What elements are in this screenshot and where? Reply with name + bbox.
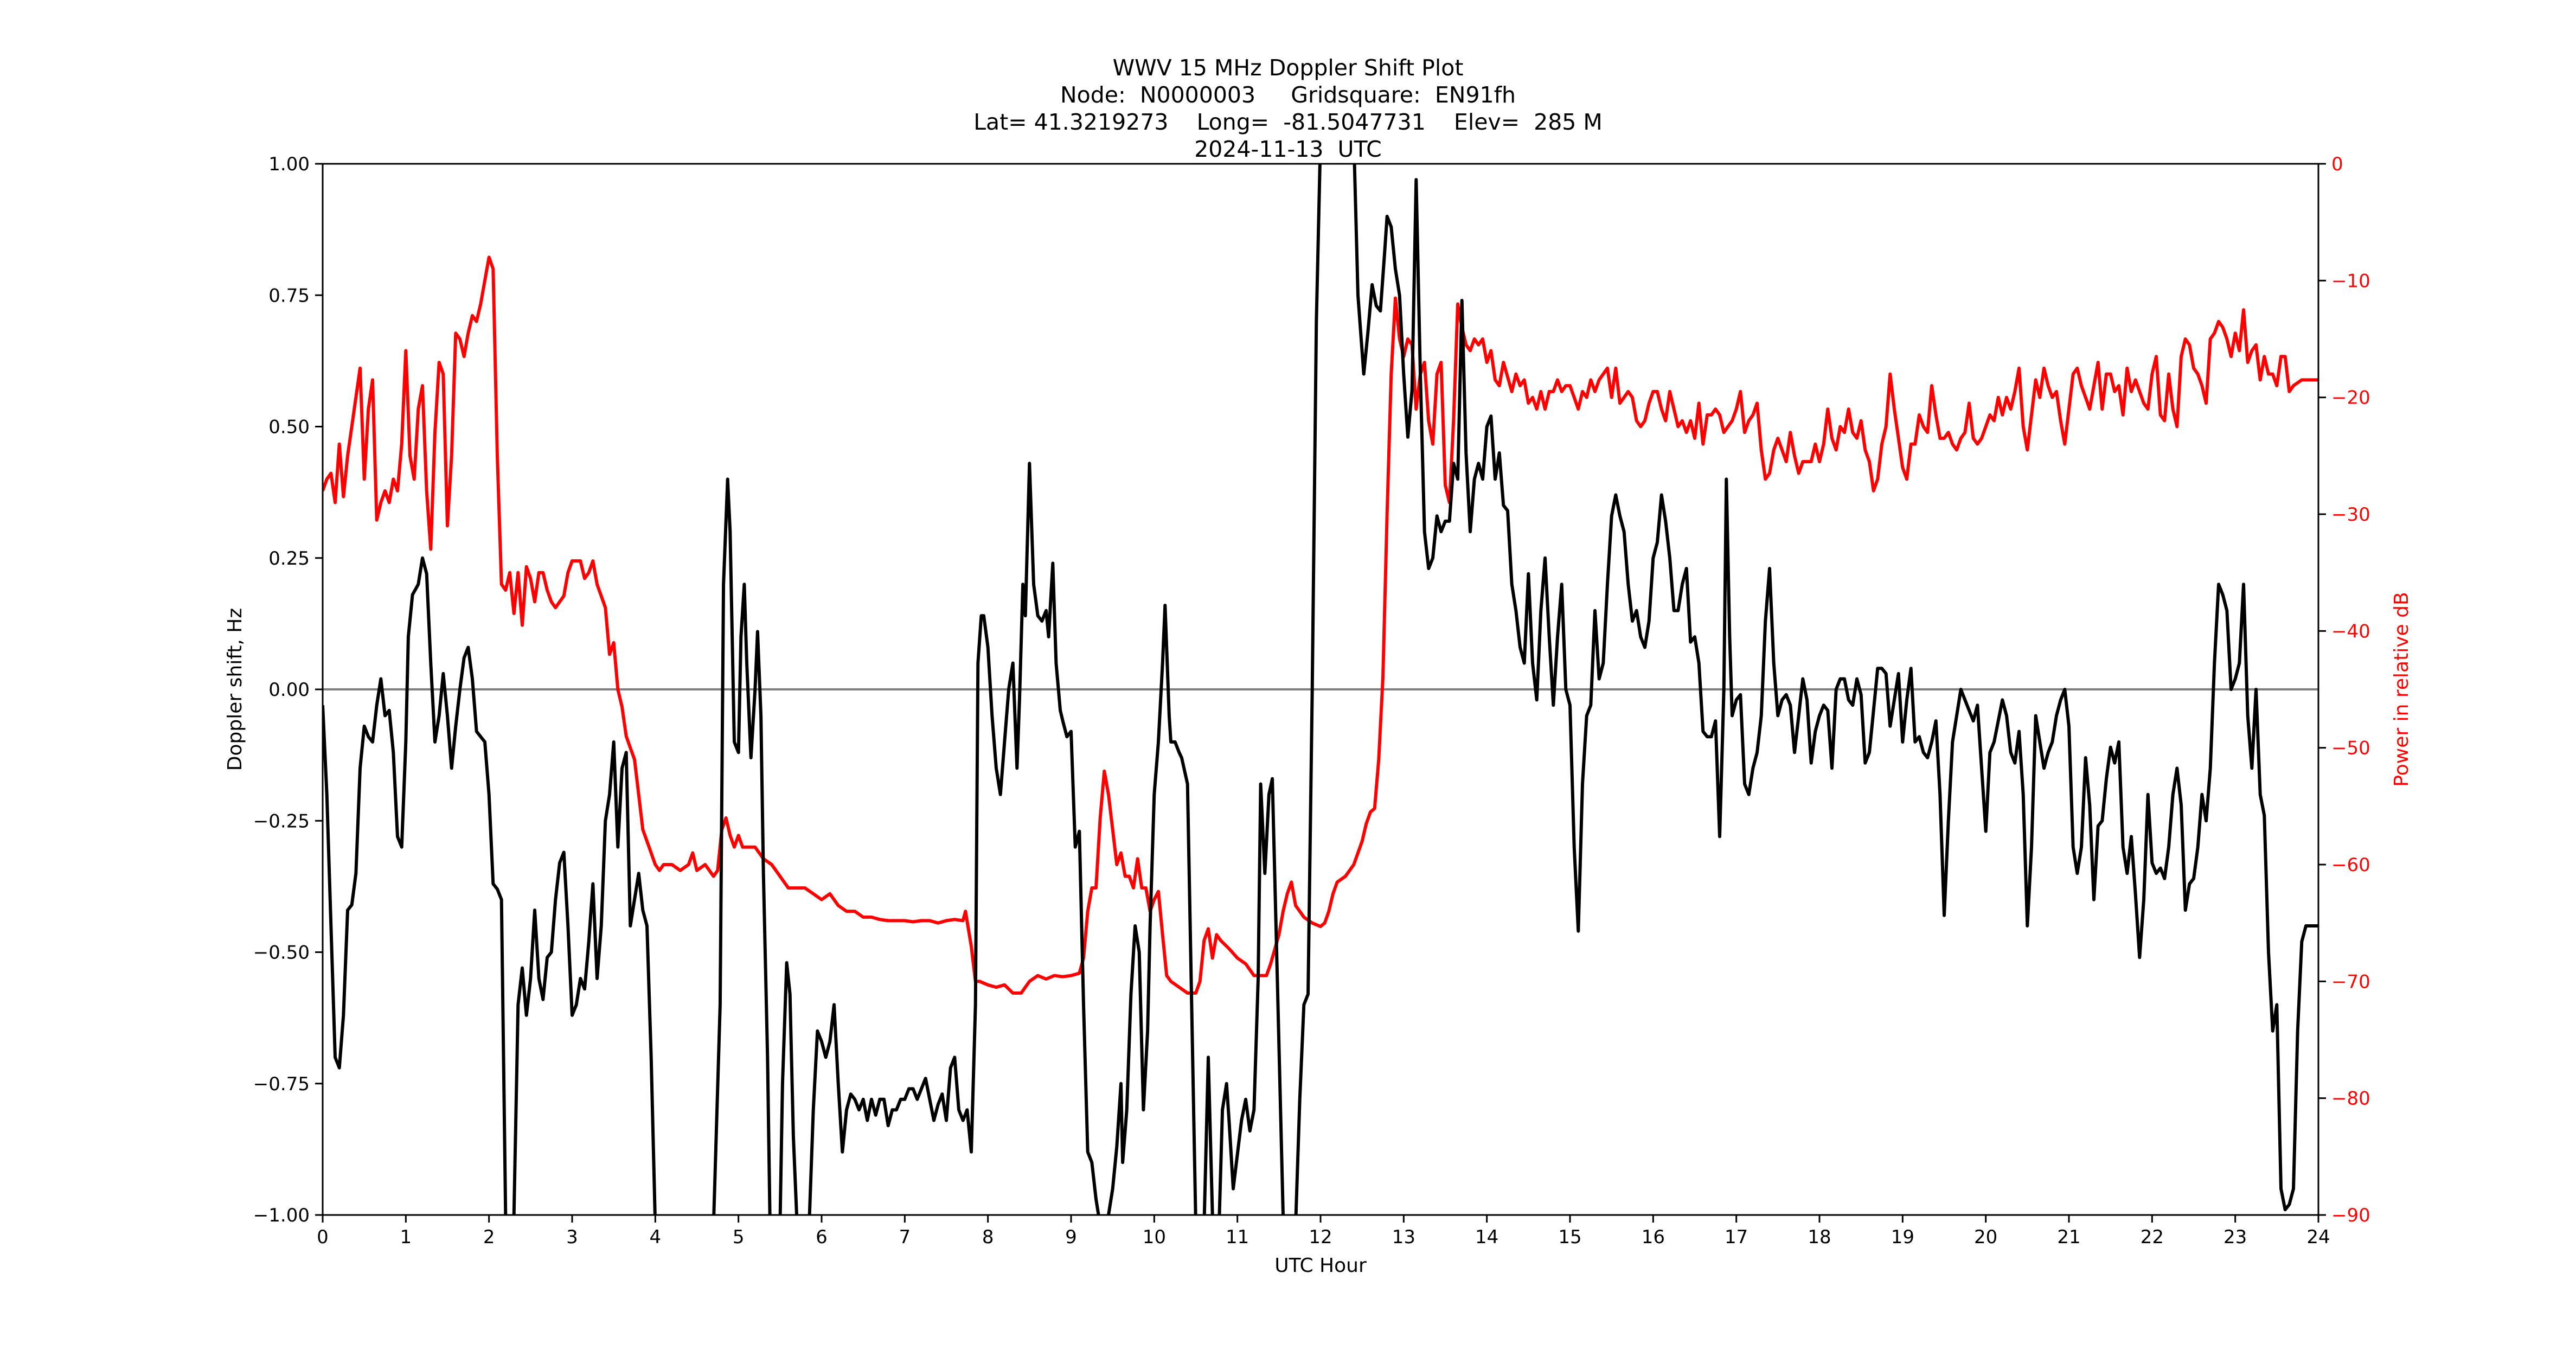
x-tick-label: 6: [816, 1226, 828, 1248]
x-tick-label: 9: [1065, 1226, 1077, 1248]
x-tick-label: 8: [982, 1226, 994, 1248]
x-tick-label: 21: [2057, 1226, 2080, 1248]
x-tick-label: 13: [1392, 1226, 1415, 1248]
doppler-series-line: [323, 164, 2318, 1215]
y-tick-label: 0.75: [268, 285, 310, 306]
x-tick-label: 5: [733, 1226, 745, 1248]
power-series-line: [323, 255, 2318, 995]
x-tick-label: 22: [2141, 1226, 2164, 1248]
y-tick-label: 0.50: [268, 417, 310, 438]
y2-tick-label: −20: [2331, 387, 2370, 409]
x-tick-label: 23: [2223, 1226, 2247, 1248]
x-tick-label: 17: [1725, 1226, 1748, 1248]
x-axis-label: UTC Hour: [1274, 1255, 1367, 1277]
x-tick-label: 12: [1309, 1226, 1332, 1248]
y-tick-label: −0.25: [253, 810, 310, 832]
x-tick-label: 2: [483, 1226, 495, 1248]
x-tick-label: 19: [1891, 1226, 1914, 1248]
x-tick-label: 11: [1226, 1226, 1249, 1248]
chart-subtitle-location: Lat= 41.3219273 Long= -81.5047731 Elev= …: [973, 109, 1603, 135]
y-tick-label: −1.00: [253, 1205, 310, 1226]
y2-tick-label: −60: [2331, 854, 2370, 876]
y-tick-label: −0.50: [253, 942, 310, 964]
y2-tick-label: 0: [2331, 153, 2343, 175]
y-tick-label: 0.00: [268, 679, 310, 701]
x-tick-label: 3: [566, 1226, 578, 1248]
x-tick-label: 18: [1808, 1226, 1831, 1248]
y-axis-label: Doppler shift, Hz: [224, 608, 246, 771]
chart-subtitle-date: 2024-11-13 UTC: [1194, 136, 1382, 162]
y2-axis-label: Power in relative dB: [2391, 592, 2413, 786]
y2-tick-label: −90: [2331, 1205, 2370, 1226]
y2-tick-label: −70: [2331, 971, 2370, 993]
x-tick-label: 20: [1974, 1226, 1997, 1248]
y-axis-right: 0 −10 −20 −30 −40 −50 −60 −70 −80 −90: [2318, 153, 2370, 1226]
y2-tick-label: −80: [2331, 1088, 2370, 1110]
x-tick-label: 7: [899, 1226, 911, 1248]
x-tick-label: 4: [650, 1226, 662, 1248]
chart-title: WWV 15 MHz Doppler Shift Plot: [1112, 55, 1464, 81]
x-tick-label: 24: [2306, 1226, 2330, 1248]
y2-tick-label: −30: [2331, 504, 2370, 526]
x-tick-label: 10: [1143, 1226, 1166, 1248]
x-tick-label: 14: [1475, 1226, 1498, 1248]
x-axis: 0 1 2 3 4 5 6 7 8 9 10 11 12 13 14 15 16 17 18 19 20 21 22 23 24: [317, 1215, 2330, 1248]
y2-tick-label: −50: [2331, 738, 2370, 759]
y-axis-left: 1.00 0.75 0.50 0.25 0.00 −0.25 −0.50 −0.75 −1.00: [253, 153, 323, 1226]
y-tick-label: 0.25: [268, 548, 310, 570]
x-tick-label: 15: [1558, 1226, 1581, 1248]
x-tick-label: 0: [317, 1226, 329, 1248]
y2-tick-label: −10: [2331, 270, 2370, 292]
y2-tick-label: −40: [2331, 621, 2370, 642]
chart-subtitle-node: Node: N0000003 Gridsquare: EN91fh: [1060, 82, 1516, 108]
y-tick-label: 1.00: [268, 153, 310, 175]
x-tick-label: 16: [1642, 1226, 1665, 1248]
y-tick-label: −0.75: [253, 1073, 310, 1095]
chart-title-block: WWV 15 MHz Doppler Shift Plot Node: N000…: [0, 54, 2576, 163]
x-tick-label: 1: [400, 1226, 412, 1248]
